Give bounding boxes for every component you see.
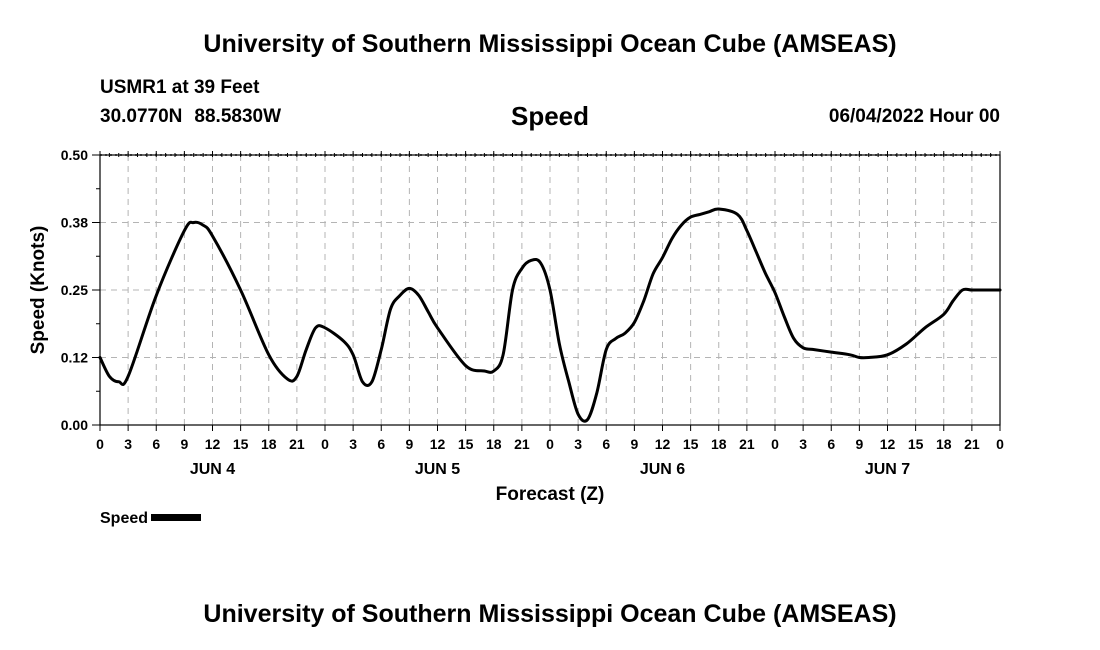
y-tick-label: 0.50 [61,147,88,163]
x-tick-label: 3 [799,436,807,452]
x-tick-label: 12 [880,436,896,452]
x-tick-label: 6 [602,436,610,452]
footer-title: University of Southern Mississippi Ocean… [203,600,897,628]
x-tick-label: 12 [430,436,446,452]
longitude: 88.5830W [194,106,282,127]
x-tick-label: 15 [908,436,924,452]
x-tick-label: 0 [996,436,1004,452]
x-tick-label: 3 [124,436,132,452]
y-axis-title: Speed (Knots) [28,226,49,355]
x-tick-label: 12 [655,436,671,452]
y-tick-label: 0.25 [61,282,88,298]
legend-label: Speed [100,510,149,527]
day-label: JUN 6 [640,461,685,478]
latitude: 30.0770N [100,106,183,127]
x-tick-label: 6 [377,436,385,452]
x-tick-label: 6 [827,436,835,452]
x-tick-label: 18 [261,436,277,452]
y-tick-label: 0.38 [61,215,88,231]
x-tick-label: 9 [855,436,863,452]
x-tick-label: 0 [546,436,554,452]
chart-title: University of Southern Mississippi Ocean… [203,30,897,58]
legend: Speed [100,510,202,528]
series-line-speed [98,207,1002,423]
x-tick-label: 3 [349,436,357,452]
legend-line-swatch [151,513,202,521]
x-tick-label: 18 [711,436,727,452]
x-tick-label: 18 [486,436,502,452]
day-label: JUN 4 [190,461,235,478]
y-tick-label: 0.00 [61,417,88,433]
x-tick-label: 15 [683,436,699,452]
x-tick-label: 6 [152,436,160,452]
variable-title: Speed [510,101,590,131]
x-tick-label: 15 [233,436,249,452]
day-label: JUN 7 [865,461,910,478]
x-tick-label: 12 [205,436,221,452]
y-tick-label: 0.12 [61,350,88,366]
forecast-datetime: 06/04/2022 Hour 00 [828,106,1000,127]
x-tick-label: 9 [180,436,188,452]
x-tick-label: 3 [574,436,582,452]
x-tick-label: 21 [514,436,530,452]
x-tick-label: 0 [96,436,104,452]
x-tick-label: 0 [771,436,779,452]
coordinates: 30.0770N 88.5830W [100,106,281,128]
day-label: JUN 5 [415,461,460,478]
station-label: USMR1 at 39 Feet [100,77,260,98]
x-tick-label: 9 [630,436,638,452]
x-tick-label: 21 [289,436,305,452]
x-tick-label: 21 [964,436,980,452]
x-tick-label: 9 [405,436,413,452]
x-tick-label: 15 [458,436,474,452]
x-tick-label: 21 [739,436,755,452]
x-tick-label: 18 [936,436,952,452]
x-axis-title: Forecast (Z) [496,484,605,505]
x-tick-label: 0 [321,436,329,452]
